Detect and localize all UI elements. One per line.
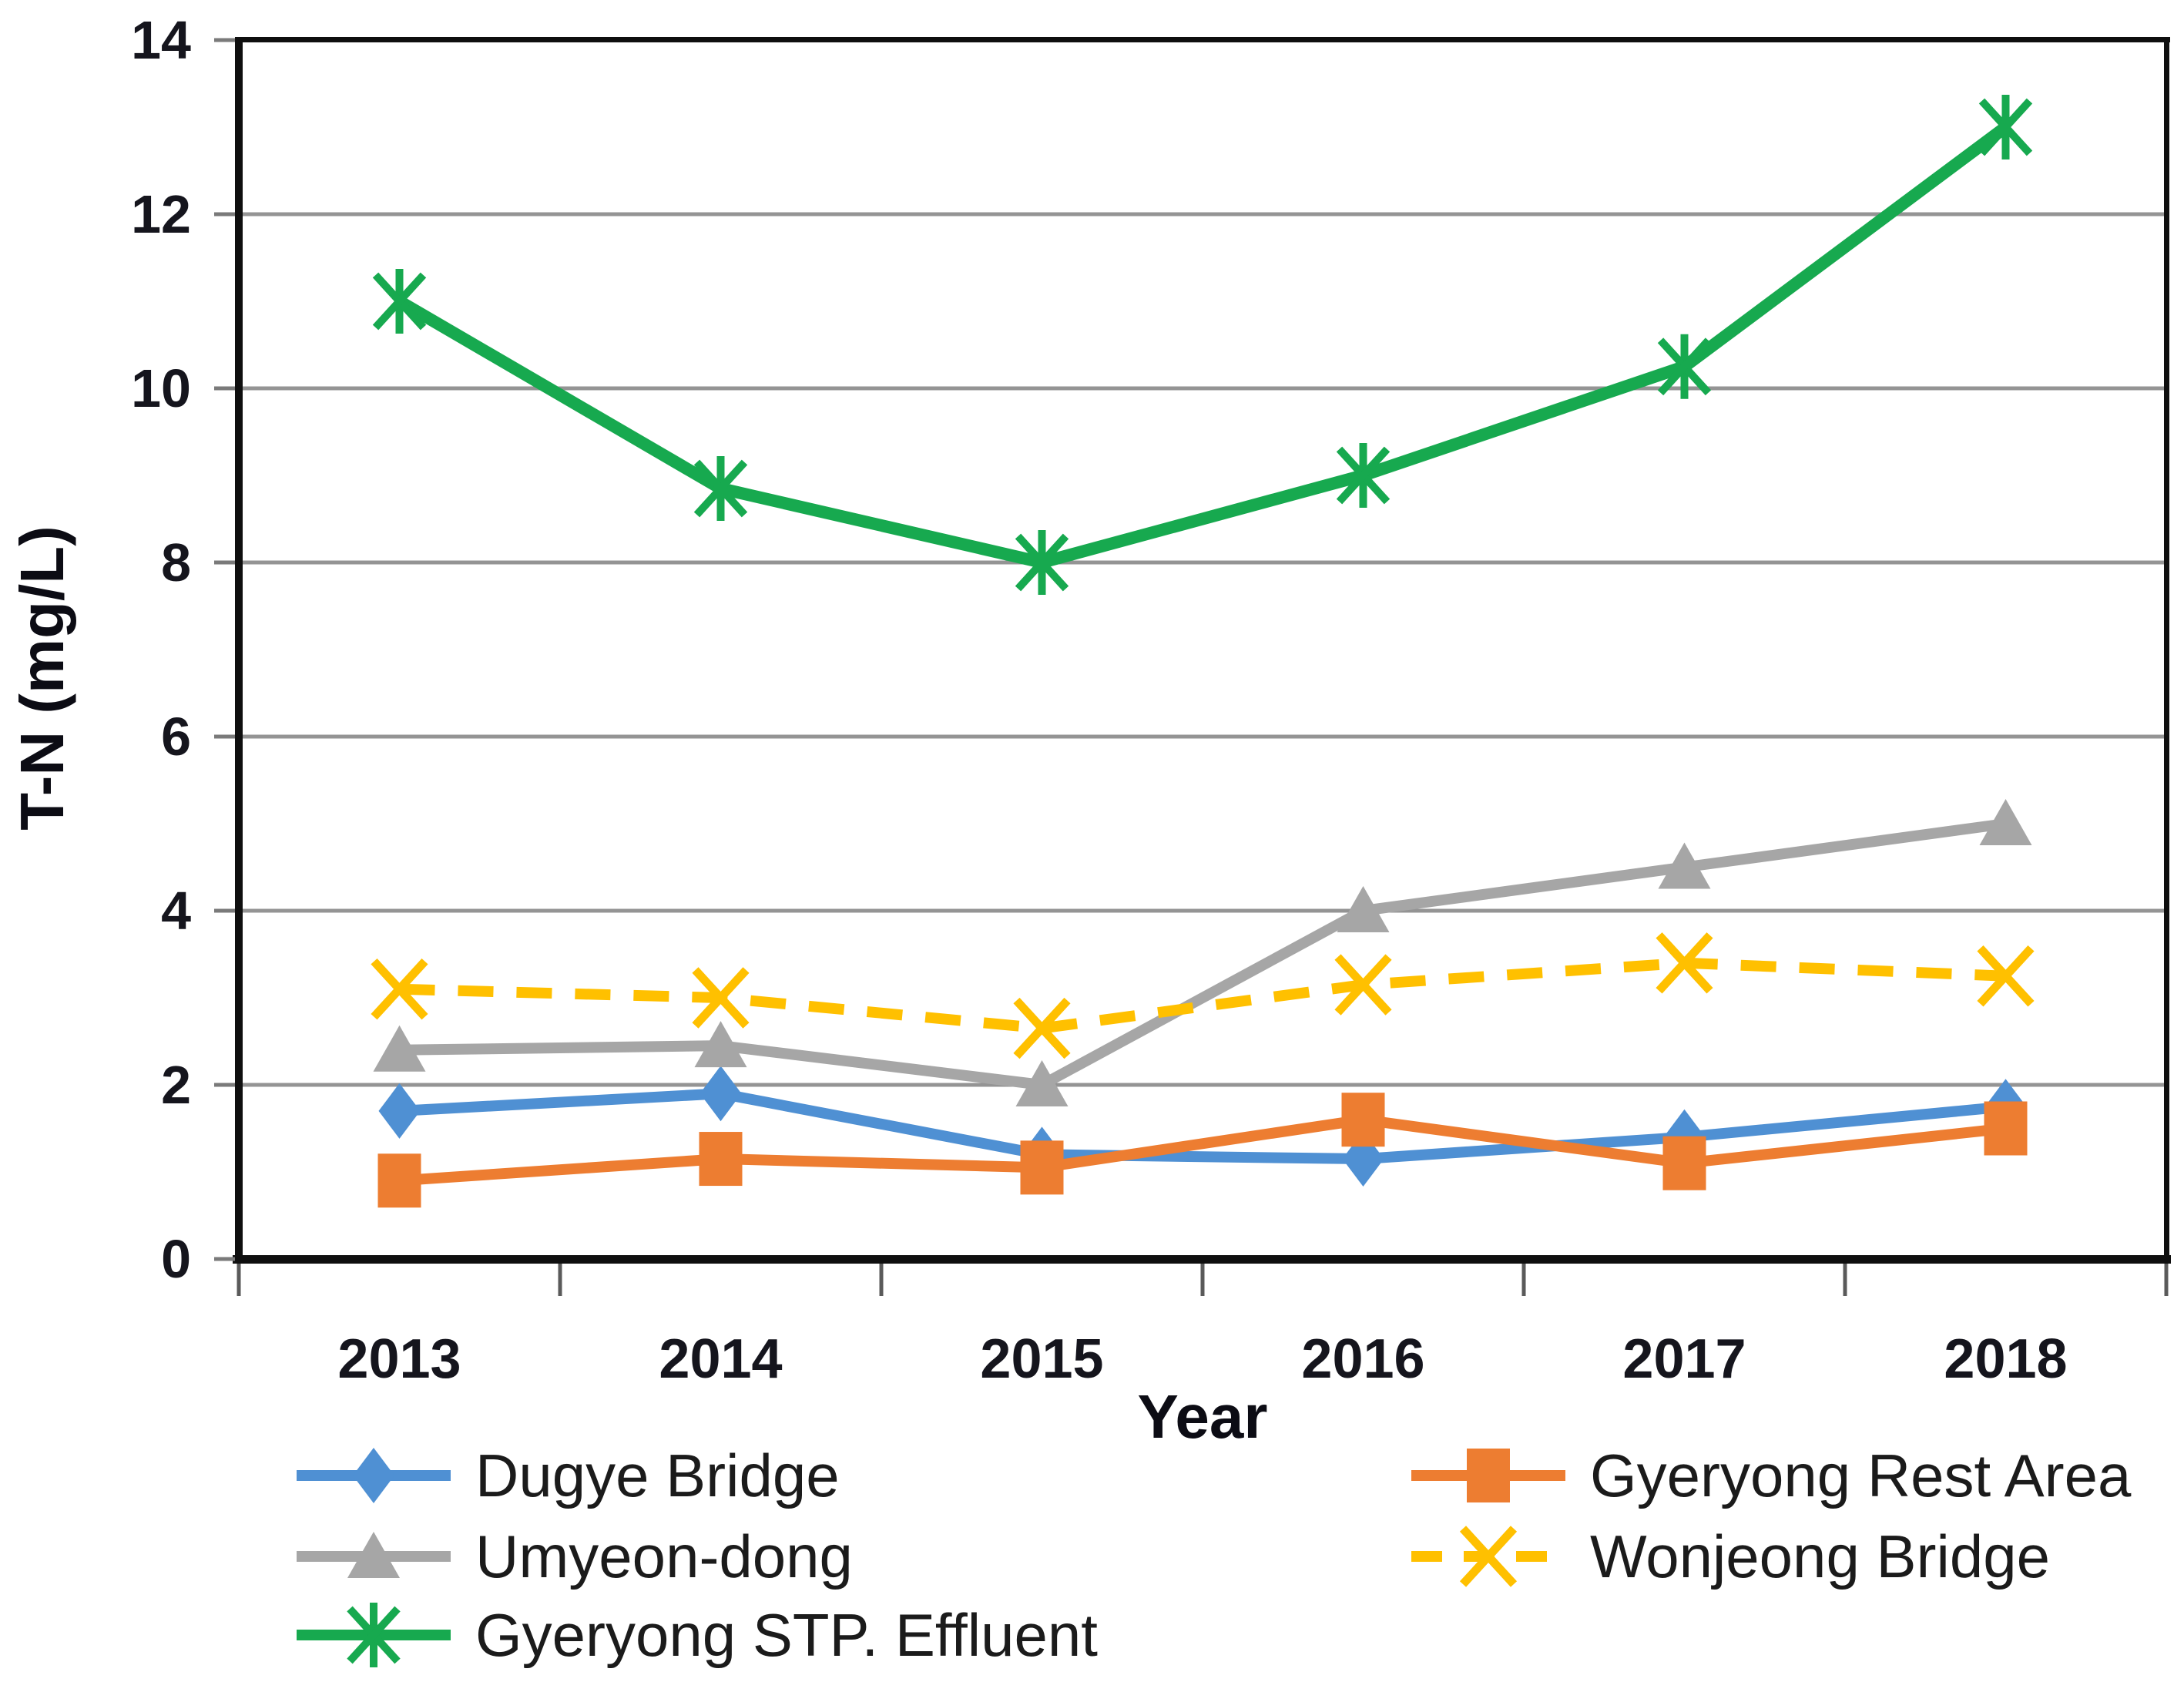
data-point-marker [347, 1606, 401, 1664]
data-point-marker [1977, 945, 2035, 1007]
data-point-marker [1334, 954, 1392, 1016]
gridlines [239, 212, 2166, 1087]
data-point-marker [1336, 446, 1391, 505]
data-point-marker [1015, 533, 1069, 592]
data-point-marker [1020, 1140, 1064, 1195]
y-tick-label-14: 14 [131, 10, 191, 70]
x-tick-label-2015: 2015 [980, 1328, 1103, 1390]
data-point-marker [1656, 932, 1713, 994]
data-point-marker [1013, 997, 1071, 1059]
data-point-marker [1984, 1101, 2028, 1156]
series-line [399, 957, 2006, 1034]
data-point-marker [371, 958, 428, 1020]
legend-label: Dugye Bridge [475, 1442, 840, 1509]
data-point-marker [699, 1066, 742, 1122]
legend-item-gyeryong-stp-effluent: Gyeryong STP. Effluent [297, 1601, 1098, 1669]
y-tick-label-12: 12 [131, 184, 191, 244]
data-point-marker [372, 272, 427, 331]
legend-label: Gyeryong Rest Area [1590, 1442, 2132, 1509]
series-wonjeong-bridge [371, 932, 2035, 1059]
data-point-marker [1979, 799, 2032, 845]
y-tick-label-6: 6 [161, 707, 191, 767]
legend-item-dugye-bridge: Dugye Bridge [297, 1442, 840, 1509]
plot-top-border [235, 37, 2170, 42]
data-point-marker [699, 1132, 743, 1187]
data-point-marker [1662, 1136, 1706, 1190]
data-point-marker [693, 459, 748, 518]
x-tick-label-2018: 2018 [1944, 1328, 2067, 1390]
data-point-marker [373, 1025, 426, 1072]
series-line [399, 1088, 2007, 1165]
axes [214, 37, 2171, 1296]
y-tick-label-2: 2 [161, 1055, 191, 1115]
data-point-marker [1657, 337, 1712, 396]
data-point-marker [694, 1021, 747, 1068]
x-tick-label-2013: 2013 [337, 1328, 461, 1390]
legend-item-wonjeong-bridge: Wonjeong Bridge [1411, 1523, 2050, 1590]
data-point-marker [1978, 98, 2033, 156]
axis-titles: Year T-N (mg/L) [8, 525, 1268, 1451]
data-point-marker [692, 967, 750, 1029]
legend-item-umyeon-dong: Umyeon-dong [297, 1523, 853, 1590]
data-point-marker [1015, 1060, 1069, 1106]
x-tick-label-2017: 2017 [1622, 1328, 1746, 1390]
series-gyeryong-stp-effluent [372, 95, 2033, 595]
y-axis-title: T-N (mg/L) [8, 525, 76, 830]
data-point-marker [1467, 1449, 1510, 1502]
series-line [399, 818, 2007, 1090]
y-tick-label-4: 4 [161, 881, 191, 941]
y-axis-line [235, 37, 243, 1264]
data-point-marker [347, 1532, 400, 1578]
data-point-marker [353, 1448, 394, 1503]
x-tick-label-2016: 2016 [1301, 1328, 1424, 1390]
data-point-marker [1341, 1093, 1385, 1147]
series-line [399, 1114, 2007, 1187]
tick-labels: 0 2 4 6 8 10 12 14 2013 2014 2015 2016 2017 2018 [131, 10, 2067, 1390]
y-tick-label-0: 0 [161, 1229, 191, 1289]
legend-label: Umyeon-dong [475, 1523, 853, 1590]
legend-label: Wonjeong Bridge [1590, 1523, 2050, 1590]
data-point-marker [1658, 842, 1711, 889]
series-line [396, 122, 2010, 569]
series-layer [371, 95, 2035, 1208]
data-point-marker [1337, 886, 1390, 932]
plot-right-border [2164, 37, 2169, 1264]
legend-item-gyeryong-rest-area: Gyeryong Rest Area [1411, 1442, 2132, 1509]
y-tick-label-8: 8 [161, 532, 191, 593]
x-tick-label-2014: 2014 [659, 1328, 782, 1390]
data-point-marker [378, 1083, 421, 1139]
legend-label: Gyeryong STP. Effluent [475, 1601, 1098, 1669]
x-axis-line [233, 1255, 2171, 1264]
series-gyeryong-rest-area [377, 1093, 2028, 1208]
x-axis-title: Year [1137, 1382, 1267, 1451]
data-point-marker [377, 1153, 421, 1208]
legend: Dugye Bridge Gyeryong Rest Area Umyeon-don… [297, 1442, 2132, 1669]
y-tick-label-10: 10 [131, 358, 191, 418]
data-point-marker [1459, 1526, 1518, 1587]
series-umyeon-dong [373, 799, 2032, 1106]
